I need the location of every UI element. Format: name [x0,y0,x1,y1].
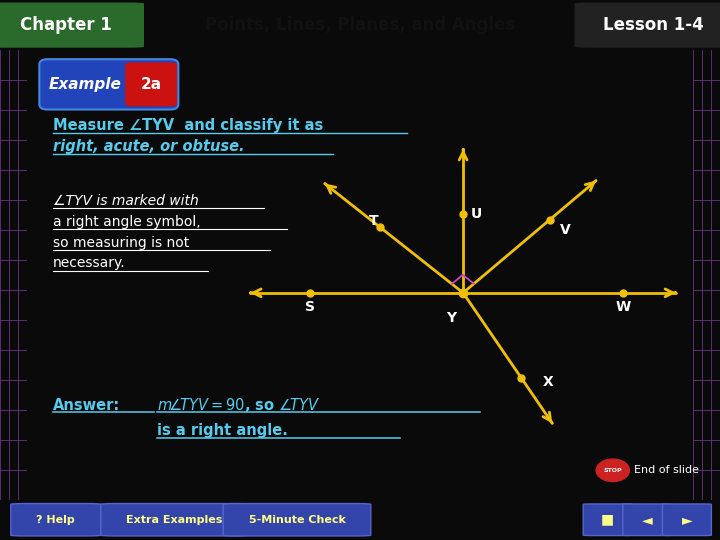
Text: Y: Y [446,310,456,325]
Text: T: T [369,214,379,228]
Text: X: X [543,375,554,389]
Text: ■: ■ [601,513,614,526]
FancyBboxPatch shape [125,62,177,106]
Text: Extra Examples: Extra Examples [127,515,222,525]
Text: is a right angle.: is a right angle. [157,423,288,438]
Text: right, acute, or obtuse.: right, acute, or obtuse. [53,139,244,154]
FancyBboxPatch shape [623,504,672,536]
Text: Points, Lines, Planes, and Angles: Points, Lines, Planes, and Angles [205,16,515,34]
Text: Answer:: Answer: [53,397,120,413]
Text: ? Help: ? Help [37,515,75,525]
FancyBboxPatch shape [101,503,248,536]
Text: ►: ► [682,513,692,526]
FancyBboxPatch shape [662,504,711,536]
Text: End of slide: End of slide [634,465,699,475]
FancyBboxPatch shape [223,503,371,536]
Text: ◄: ◄ [642,513,652,526]
Text: S: S [305,300,315,314]
Circle shape [596,459,629,482]
Text: 2a: 2a [140,77,162,92]
Text: W: W [615,300,631,314]
Text: necessary.: necessary. [53,256,125,270]
FancyBboxPatch shape [575,3,720,48]
FancyBboxPatch shape [0,3,144,48]
FancyBboxPatch shape [11,503,101,536]
Text: a right angle symbol,: a right angle symbol, [53,215,200,229]
Text: 5-Minute Check: 5-Minute Check [248,515,346,525]
Text: V: V [560,222,571,237]
Text: STOP: STOP [603,468,622,473]
Text: ∠TYV is marked with: ∠TYV is marked with [53,194,199,208]
Text: so measuring is not: so measuring is not [53,235,189,249]
FancyBboxPatch shape [583,504,632,536]
Text: Example: Example [49,77,122,92]
Text: Lesson 1-4: Lesson 1-4 [603,16,703,34]
Text: $m\!\angle\!TYV = 90$, so $\angle\!TYV$: $m\!\angle\!TYV = 90$, so $\angle\!TYV$ [157,396,320,414]
Text: Chapter 1: Chapter 1 [20,16,112,34]
FancyBboxPatch shape [40,59,179,110]
Text: U: U [470,207,482,221]
Text: Measure ∠TYV  and classify it as: Measure ∠TYV and classify it as [53,118,323,133]
